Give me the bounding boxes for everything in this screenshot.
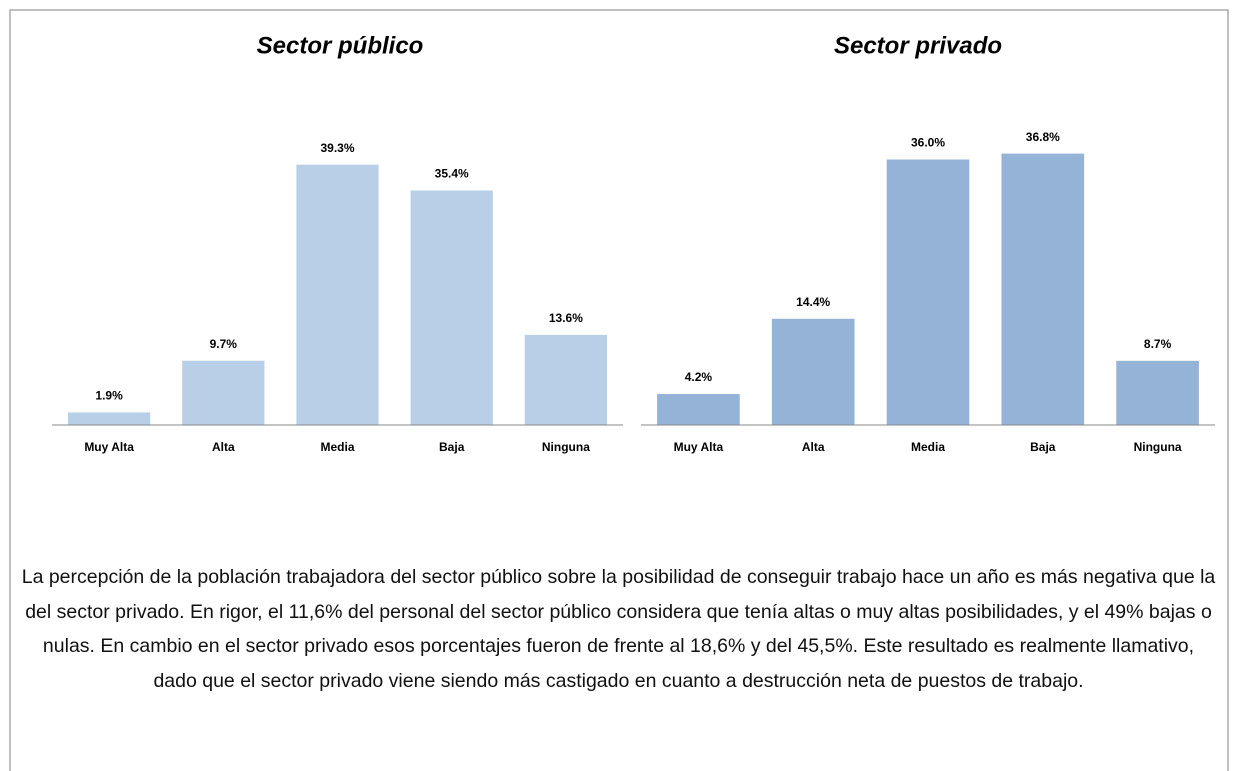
chart-title: Sector privado xyxy=(834,32,1002,59)
x-tick-label: Alta xyxy=(212,440,235,454)
value-label: 39.3% xyxy=(320,141,354,155)
bar xyxy=(657,394,740,425)
x-tick-label: Ninguna xyxy=(542,440,590,454)
x-tick-label: Media xyxy=(911,440,945,454)
x-tick-label: Alta xyxy=(802,440,825,454)
bar xyxy=(296,164,379,425)
bar xyxy=(67,412,151,425)
bar xyxy=(1001,153,1085,425)
x-tick-label: Baja xyxy=(439,440,465,454)
value-label: 1.9% xyxy=(95,389,123,403)
x-tick-label: Muy Alta xyxy=(674,440,724,454)
value-label: 4.2% xyxy=(685,370,713,384)
bar xyxy=(182,360,265,425)
value-label: 36.8% xyxy=(1026,130,1060,144)
bar xyxy=(524,334,608,425)
frame xyxy=(9,9,1229,771)
x-tick-label: Muy Alta xyxy=(84,440,134,454)
bar xyxy=(771,318,855,425)
chart-title: Sector público xyxy=(257,32,424,59)
bar xyxy=(1116,360,1199,425)
value-label: 9.7% xyxy=(210,337,238,351)
bar xyxy=(410,190,493,425)
x-tick-label: Baja xyxy=(1030,440,1056,454)
value-label: 36.0% xyxy=(911,136,945,150)
value-label: 14.4% xyxy=(796,295,830,309)
caption: La percepción de la población trabajador… xyxy=(21,566,1216,692)
value-label: 35.4% xyxy=(435,167,469,181)
value-label: 8.7% xyxy=(1144,337,1172,351)
x-tick-label: Media xyxy=(320,440,354,454)
value-label: 13.6% xyxy=(549,311,583,325)
x-tick-label: Ninguna xyxy=(1134,440,1182,454)
bar xyxy=(886,159,970,425)
